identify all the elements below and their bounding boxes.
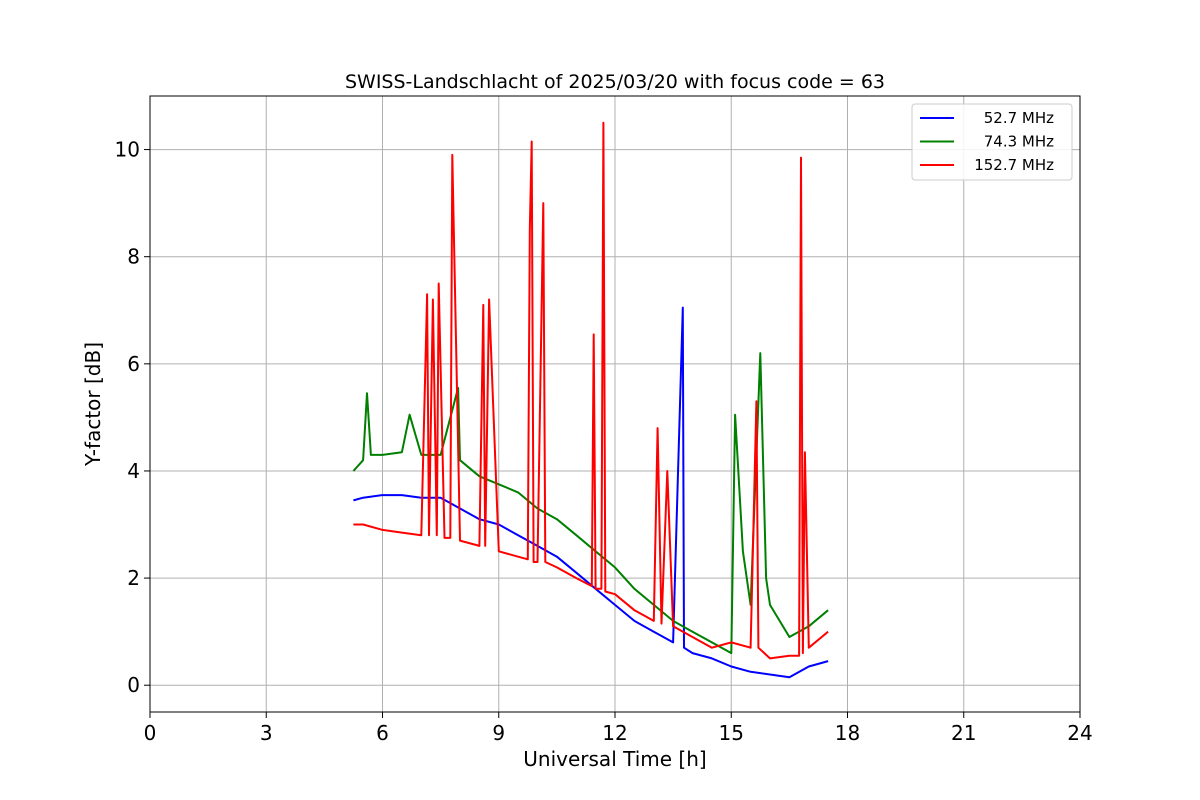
x-axis: 0 3 6 9 12 15 18 21 24 <box>144 712 1093 745</box>
x-tick-label: 6 <box>376 721 389 745</box>
y-tick-label: 0 <box>127 673 140 697</box>
series-line-152-7-mhz <box>353 121 829 660</box>
x-tick-label: 12 <box>602 721 627 745</box>
legend: 52.7 MHz 74.3 MHz 152.7 MHz <box>911 103 1073 181</box>
y-axis-label: Y-factor [dB] <box>81 342 105 467</box>
legend-label: 74.3 MHz <box>984 133 1054 151</box>
y-tick-label: 4 <box>127 459 140 483</box>
x-axis-label: Universal Time [h] <box>523 747 706 771</box>
x-tick-label: 24 <box>1067 721 1092 745</box>
legend-box <box>911 103 1073 181</box>
x-tick-label: 21 <box>951 721 976 745</box>
x-tick-label: 3 <box>260 721 273 745</box>
x-tick-label: 0 <box>144 721 157 745</box>
chart-title: SWISS-Landschlacht of 2025/03/20 with fo… <box>345 71 885 93</box>
y-axis: 0 2 4 6 8 10 <box>115 138 150 697</box>
x-tick-label: 15 <box>719 721 744 745</box>
series-layer <box>352 121 829 679</box>
series-line-52-7-mhz <box>353 306 829 679</box>
y-tick-label: 10 <box>115 138 140 162</box>
legend-label: 52.7 MHz <box>984 109 1054 127</box>
x-tick-label: 18 <box>835 721 860 745</box>
legend-label: 152.7 MHz <box>974 156 1054 174</box>
y-tick-label: 2 <box>127 566 140 590</box>
x-tick-label: 9 <box>492 721 505 745</box>
y-tick-label: 6 <box>127 352 140 376</box>
y-tick-label: 8 <box>127 245 140 269</box>
